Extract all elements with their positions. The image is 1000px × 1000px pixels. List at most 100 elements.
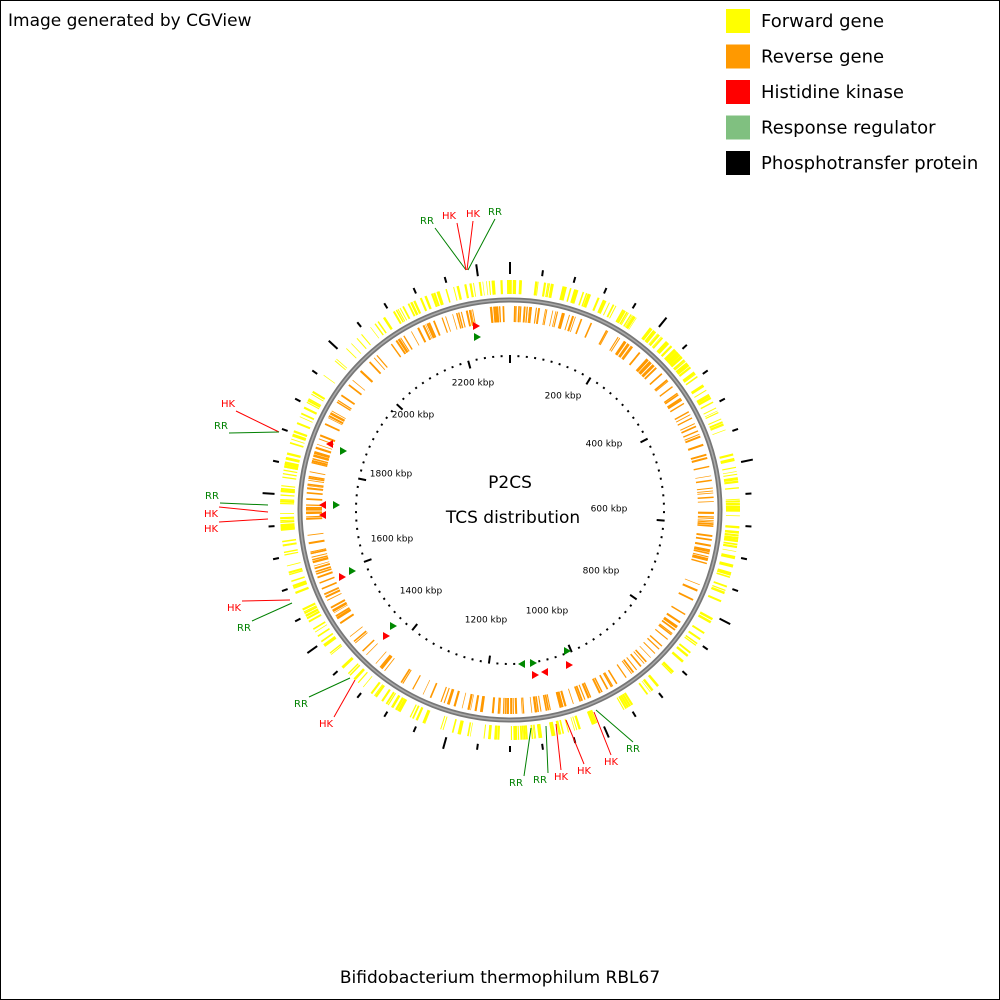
reverse-gene-stripe [654, 379, 668, 391]
outer-tick [272, 557, 280, 561]
reverse-gene-stripe [497, 306, 500, 323]
reverse-gene-stripe [663, 616, 678, 628]
reverse-gene-stripe [337, 610, 352, 620]
reverse-gene-stripe [677, 417, 693, 426]
forward-gene-stripe [349, 664, 361, 676]
outer-tick [631, 711, 637, 718]
forward-gene-stripe [642, 678, 654, 692]
reverse-gene-stripe [474, 695, 479, 712]
reverse-gene-stripe [312, 460, 328, 465]
forward-gene-stripe [704, 410, 718, 418]
reverse-gene-stripe [307, 483, 324, 488]
outer-tick [702, 369, 709, 375]
reverse-gene-stripe [643, 641, 656, 654]
scale-tick [408, 391, 411, 395]
forward-gene-stripe [671, 651, 684, 663]
reverse-gene-stripe [695, 479, 712, 484]
forward-gene-stripe [283, 549, 298, 554]
reverse-gene-stripe [691, 558, 708, 565]
reverse-gene-stripe [529, 696, 533, 713]
outer-tick [681, 344, 688, 350]
scale-tick [459, 362, 462, 366]
scale-tick [636, 423, 640, 427]
forward-gene-stripe [712, 429, 726, 436]
reverse-gene-stripe [306, 518, 323, 520]
reverse-gene-stripe [472, 309, 476, 326]
leader-line [308, 677, 351, 698]
forward-gene-stripe [317, 627, 330, 638]
reverse-gene-stripe [680, 423, 696, 431]
reverse-gene-stripe [697, 515, 714, 518]
forward-gene-stripe [626, 316, 636, 330]
reverse-gene-stripe [311, 553, 328, 558]
outer-tick [541, 270, 544, 277]
reverse-gene-stripe [422, 324, 432, 341]
reverse-gene-stripe [684, 433, 700, 441]
forward-gene-stripe [424, 710, 431, 724]
forward-gene-stripe [641, 327, 652, 340]
leader-line [218, 518, 269, 523]
reverse-gene-stripe [417, 327, 427, 343]
forward-gene-stripe [495, 725, 498, 740]
scale-tick [411, 623, 419, 631]
scale-label: 1000 kbp [526, 607, 569, 617]
reverse-gene-stripe [517, 306, 520, 323]
forward-gene-stripe [584, 294, 592, 308]
forward-gene-stripe [711, 586, 725, 593]
forward-gene-stripe [571, 289, 578, 304]
forward-gene-stripe [519, 280, 523, 295]
reverse-gene-stripe [557, 691, 564, 708]
reverse-gene-stripe [368, 361, 382, 375]
feature-label: RR [205, 491, 219, 502]
reverse-gene-stripe [461, 692, 467, 709]
reverse-gene-stripe [655, 380, 669, 392]
reverse-gene-stripe [575, 685, 583, 702]
reverse-gene-stripe [335, 607, 350, 617]
forward-gene-stripe [690, 384, 704, 394]
reverse-gene-stripe [621, 660, 633, 675]
forward-gene-stripe [286, 452, 301, 459]
forward-gene-stripe [312, 390, 326, 400]
forward-gene-stripe [285, 456, 300, 463]
outer-tick [294, 397, 301, 403]
forward-gene-stripe [290, 442, 304, 447]
legend-swatch [726, 44, 750, 69]
reverse-gene-stripe [697, 522, 714, 525]
reverse-gene-stripe [599, 330, 609, 346]
forward-gene-stripe [550, 721, 555, 736]
forward-gene-stripe [619, 694, 630, 708]
scale-tick [447, 649, 450, 653]
forward-gene-stripe [620, 312, 629, 326]
reverse-gene-stripe [330, 412, 346, 421]
reverse-gene-stripe [315, 447, 332, 454]
forward-gene-stripe [283, 465, 299, 471]
forward-gene-stripe [588, 710, 596, 725]
forward-gene-stripe [409, 704, 417, 718]
forward-gene-stripe [467, 722, 472, 737]
arrow-glyph [383, 632, 390, 640]
forward-gene-stripe [532, 724, 536, 739]
outer-tick [306, 645, 318, 654]
forward-gene-stripe [545, 283, 549, 298]
forward-gene-stripe [685, 634, 698, 645]
forward-gene-stripe [289, 570, 303, 576]
forward-gene-stripe [720, 459, 735, 465]
reverse-gene-stripe [675, 414, 691, 423]
outer-tick [328, 339, 339, 350]
reverse-gene-stripe [316, 568, 332, 575]
reverse-gene-stripe [306, 498, 323, 501]
forward-gene-stripe [308, 613, 322, 623]
reverse-gene-stripe [494, 306, 498, 323]
forward-gene-stripe [289, 442, 304, 448]
leader-line [456, 222, 467, 271]
forward-gene-stripe [307, 399, 321, 408]
forward-gene-stripe [536, 724, 541, 739]
forward-gene-stripe [436, 291, 443, 306]
scale-tick [401, 397, 405, 401]
reverse-gene-stripe [697, 517, 714, 519]
scale-tick [487, 655, 491, 664]
scale-tick [585, 642, 588, 646]
forward-gene-stripe [598, 300, 606, 314]
forward-gene-stripe [710, 424, 724, 431]
scale-tick [639, 590, 642, 594]
